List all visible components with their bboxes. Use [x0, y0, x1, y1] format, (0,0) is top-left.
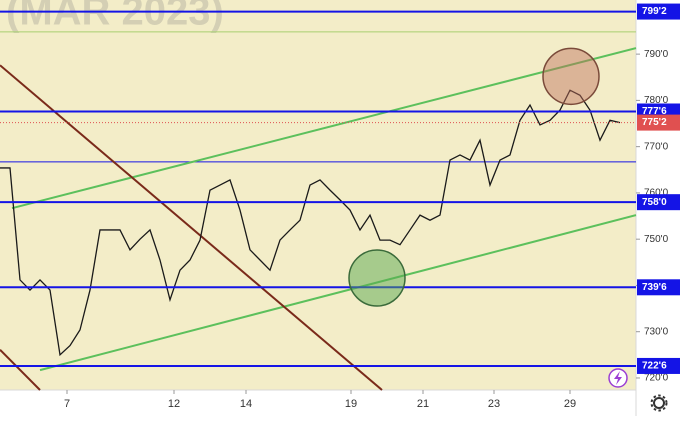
highlight-circle	[348, 249, 406, 307]
level-label: 722'6	[642, 361, 667, 372]
time-axis	[0, 390, 636, 416]
x-tick-label: 14	[240, 398, 252, 410]
y-tick-label: 730'0	[644, 326, 669, 337]
icon-bolt[interactable]	[614, 371, 622, 385]
y-tick-label: 770'0	[644, 141, 669, 152]
settings-icon[interactable]	[650, 394, 668, 412]
y-tick-label: 720'0	[644, 373, 669, 384]
replay-icon[interactable]	[608, 368, 628, 388]
x-tick-label: 7	[64, 398, 70, 410]
plot-background	[0, 0, 636, 390]
trend-line	[11, 47, 637, 210]
x-tick-label: 23	[488, 398, 500, 410]
level-label: 777'6	[642, 106, 667, 117]
level-label: 758'0	[642, 197, 667, 208]
y-tick-label: 760'0	[644, 188, 669, 199]
gear-teeth[interactable]	[650, 394, 668, 412]
gear[interactable]	[653, 397, 665, 409]
level-label-box	[637, 194, 680, 211]
x-tick-label: 19	[345, 398, 357, 410]
x-tick-label: 29	[564, 398, 576, 410]
level-label: 799'2	[642, 6, 667, 17]
plot	[0, 10, 637, 391]
y-tick-label: 750'0	[644, 234, 669, 245]
y-tick-label: 780'0	[644, 95, 669, 106]
trend-line	[0, 349, 41, 391]
current-price-label: 775'2	[642, 117, 667, 128]
current-price-box	[637, 114, 680, 131]
y-tick-label: 790'0	[644, 49, 669, 60]
price-line	[0, 89, 621, 357]
x-tick-label: 21	[417, 398, 429, 410]
level-label-box	[637, 3, 680, 20]
trend-line	[39, 214, 637, 372]
level-label-box	[637, 357, 680, 374]
x-tick-label: 12	[168, 398, 180, 410]
level-label-box	[637, 279, 680, 296]
trend-line	[0, 64, 383, 391]
level-label: 739'6	[642, 282, 667, 293]
watermark: (MAR 2023)	[6, 0, 224, 34]
highlight-circle	[542, 47, 600, 106]
